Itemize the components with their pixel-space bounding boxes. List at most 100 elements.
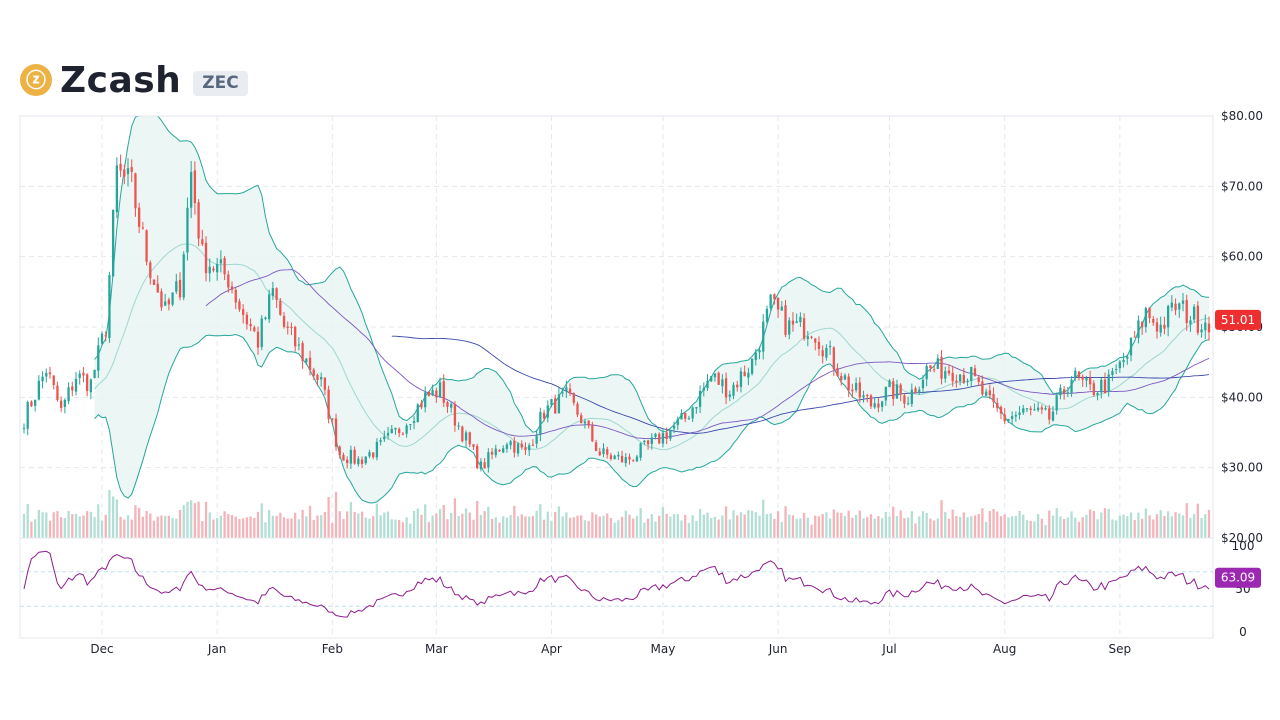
candle-body	[182, 254, 185, 298]
candle	[182, 251, 185, 301]
candle	[334, 413, 338, 451]
candle	[784, 299, 787, 338]
candle-body	[1181, 300, 1185, 304]
volume-bar	[390, 519, 393, 538]
volume-bar	[1062, 519, 1066, 538]
candle	[791, 312, 795, 332]
volume-bar	[178, 509, 182, 538]
volume-bar	[743, 514, 746, 538]
price-axis: $20.00$30.00$40.00$50.00$60.00$70.00$80.…	[1221, 109, 1263, 545]
volume-bar	[877, 516, 880, 538]
volume-bar	[932, 520, 936, 538]
candle-body	[1025, 408, 1029, 410]
candle-body	[22, 427, 26, 429]
volume-bar	[67, 511, 70, 538]
candle	[717, 371, 720, 385]
candle	[799, 312, 802, 328]
candle	[947, 364, 951, 376]
candle	[33, 399, 37, 412]
candle	[606, 446, 609, 459]
candle-body	[539, 412, 542, 436]
volume-bar	[245, 517, 249, 538]
candle-body	[650, 437, 653, 444]
volume-bar	[282, 517, 286, 538]
candle	[383, 430, 386, 442]
candle	[658, 432, 661, 445]
candle	[1081, 374, 1084, 387]
candle	[1022, 404, 1025, 415]
volume-bar	[658, 515, 661, 538]
volume-bar	[327, 497, 330, 538]
volume-bar	[680, 520, 683, 538]
candle	[884, 386, 887, 406]
candle-body	[494, 448, 497, 456]
candle	[1126, 354, 1129, 365]
volume-bar	[1074, 517, 1077, 538]
candle-body	[765, 308, 769, 322]
candle	[828, 340, 832, 355]
candle-body	[208, 266, 211, 274]
candle-body	[464, 432, 468, 441]
candle-body	[691, 407, 694, 419]
candle	[1118, 360, 1121, 373]
candle-body	[932, 369, 936, 371]
candle	[973, 364, 977, 377]
candle-body	[1066, 392, 1069, 394]
candle	[528, 443, 531, 457]
candle-body	[67, 387, 70, 402]
candle-body	[620, 455, 624, 463]
volume-bar	[446, 519, 449, 538]
candle	[346, 456, 349, 469]
volume-bar	[379, 515, 382, 538]
candle	[1033, 403, 1036, 411]
volume-bar	[828, 518, 832, 538]
volume-bar	[888, 516, 891, 538]
candle-body	[312, 369, 315, 376]
volume-bar	[78, 516, 81, 538]
candle-body	[635, 456, 639, 462]
volume-bar	[1092, 510, 1095, 538]
volume-bar	[635, 516, 639, 538]
candle	[353, 446, 356, 465]
volume-bar	[216, 518, 219, 538]
candle	[806, 330, 809, 347]
candle	[78, 370, 81, 385]
candle	[624, 453, 627, 467]
volume-bar	[910, 511, 913, 538]
candle	[996, 397, 999, 412]
candle	[814, 338, 817, 351]
volume-bar	[984, 521, 988, 538]
candle-body	[940, 356, 943, 379]
candle-body	[316, 374, 319, 380]
candle-body	[279, 300, 282, 315]
candle-body	[684, 412, 687, 419]
candle	[48, 366, 52, 379]
volume-bar	[509, 515, 512, 538]
candle-body	[1114, 369, 1118, 371]
volume-bar	[598, 516, 601, 538]
candle	[89, 378, 93, 400]
candle	[152, 279, 156, 286]
volume-bar	[836, 512, 839, 538]
candle	[186, 197, 189, 261]
volume-bar	[383, 512, 386, 538]
candle	[765, 305, 769, 324]
candle-body	[1137, 320, 1140, 339]
candle	[669, 429, 672, 442]
volume-bar	[535, 510, 538, 538]
volume-bar	[242, 518, 245, 538]
volume-bar	[695, 520, 698, 538]
candle	[242, 304, 245, 324]
candle	[620, 450, 624, 463]
candle-body	[758, 350, 761, 353]
volume-bar	[1137, 512, 1140, 538]
candle-body	[227, 274, 230, 288]
candle	[962, 367, 965, 385]
candle-body	[438, 382, 442, 397]
volume-bar	[260, 503, 263, 538]
volume-bar	[594, 514, 598, 538]
volume-bar	[301, 509, 304, 538]
candle-body	[776, 297, 780, 310]
candle-body	[338, 446, 341, 456]
